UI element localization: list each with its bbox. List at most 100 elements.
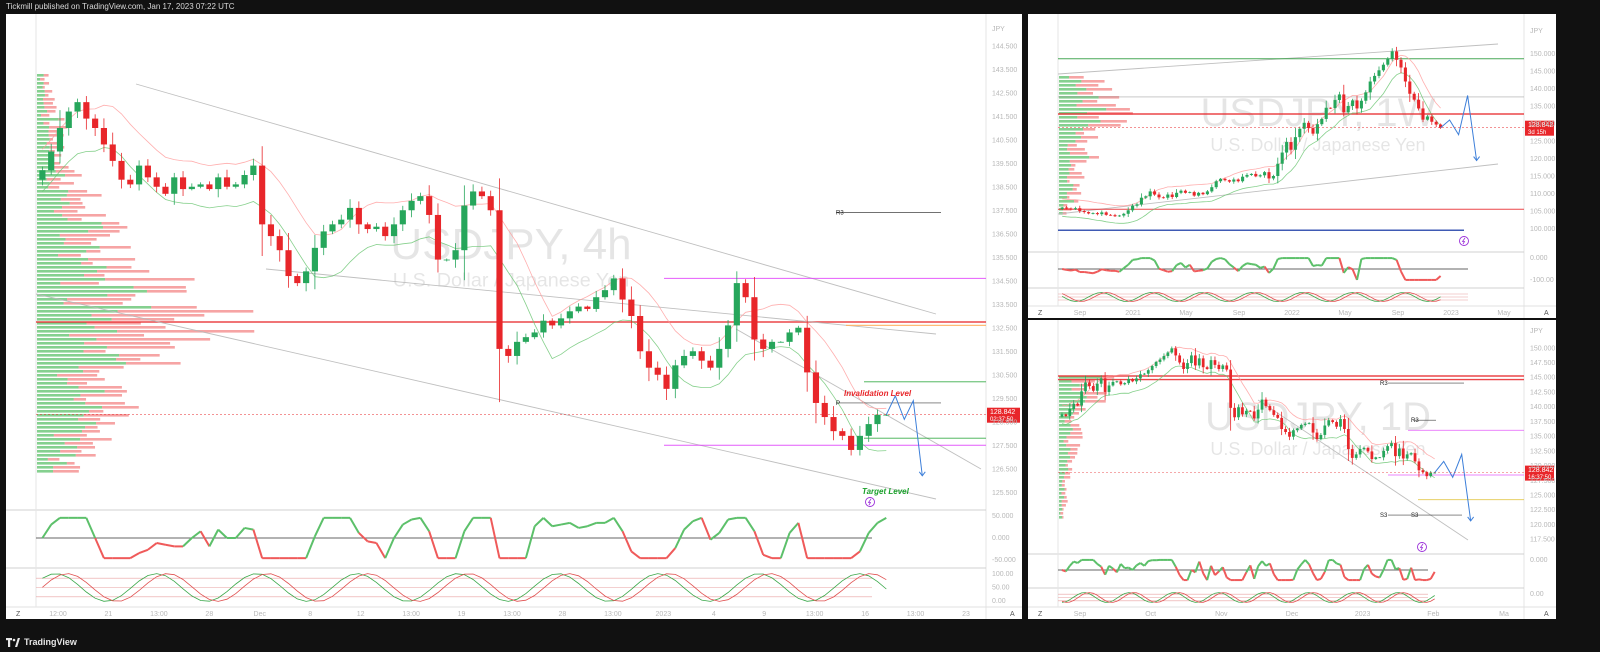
oscillator-segment	[1338, 257, 1345, 274]
volume-profile-bar	[1086, 396, 1098, 399]
candle-body	[1084, 382, 1087, 392]
volume-profile-bar	[1072, 428, 1082, 431]
time-axis-tick: Sep	[1233, 310, 1246, 317]
lightning-icon	[867, 498, 872, 506]
volume-profile-bar	[37, 354, 120, 357]
candle-body	[56, 128, 64, 152]
oscillator-segment	[1272, 573, 1279, 581]
chart-1w-canvas[interactable]: USDJPY, 1WU.S. Dollar / Japanese Yen128.…	[1028, 14, 1556, 318]
time-axis-tick: 13:00	[150, 611, 168, 618]
volume-profile-bar	[60, 282, 99, 285]
symbol-watermark: USDJPY, 4h	[390, 220, 631, 269]
candle-body	[1395, 51, 1399, 60]
volume-profile-bar	[1059, 120, 1101, 123]
volume-profile-bar	[1069, 152, 1088, 155]
candle-body	[1166, 194, 1170, 198]
projection-arrow-icon	[1473, 156, 1480, 162]
candle-body	[118, 160, 125, 180]
candle-body	[1409, 453, 1413, 455]
volume-profile-bar	[1063, 204, 1068, 207]
oscillator-segment	[1206, 565, 1213, 581]
oscillator-segment	[1331, 559, 1338, 565]
volume-profile-bar	[78, 386, 122, 389]
candle-body	[1221, 365, 1225, 369]
candle-body	[1311, 423, 1315, 433]
event-marker-icon	[865, 497, 875, 507]
price-axis-tick: 140.000	[1530, 86, 1555, 93]
price-axis-tick: 136.500	[992, 231, 1017, 238]
volume-profile-bar	[37, 334, 70, 337]
volume-profile-bar	[1070, 456, 1076, 459]
oscillator-segment	[1323, 559, 1330, 573]
oscillator-segment	[1312, 264, 1318, 267]
volume-profile-bar	[37, 118, 59, 121]
volume-profile-bar	[1059, 496, 1065, 499]
volume-profile-bar	[1086, 88, 1113, 91]
volume-profile-bar	[37, 294, 108, 297]
chart-1d-canvas[interactable]: USDJPY, 1DU.S. Dollar / Japanese Yen128.…	[1028, 320, 1556, 619]
price-axis-tick: 126.500	[992, 466, 1017, 473]
candle-body	[1241, 176, 1245, 182]
volume-profile-bar	[37, 434, 54, 437]
volume-profile-bar	[37, 282, 61, 285]
oscillator-segment	[1228, 263, 1235, 269]
candle-body	[663, 374, 670, 389]
volume-profile-bar	[37, 442, 65, 445]
price-axis-tick: 127.500	[992, 443, 1017, 450]
projection-arrow-icon	[1467, 516, 1475, 522]
candle-body	[856, 435, 863, 450]
candle-body	[1417, 461, 1421, 471]
volume-profile-bar	[1082, 128, 1096, 131]
candle-body	[1327, 420, 1331, 426]
candle-body	[48, 151, 55, 171]
time-axis-tick: 13:00	[806, 611, 824, 618]
oscillator-segment	[1292, 569, 1299, 581]
volume-profile-bar	[83, 350, 106, 353]
oscillator-segment	[428, 530, 439, 559]
oscillator-segment	[788, 522, 800, 534]
candle-body	[364, 224, 371, 230]
volume-profile-bar	[37, 222, 102, 225]
oscillator-segment	[1101, 268, 1107, 272]
candle-body	[1119, 381, 1123, 385]
candle-body	[1065, 207, 1069, 209]
volume-profile-bar	[1077, 116, 1099, 119]
volume-profile-bar	[1080, 136, 1099, 139]
candle-body	[865, 424, 872, 436]
oscillator-segment	[191, 530, 202, 539]
oscillator-segment	[1104, 565, 1110, 576]
candle-body	[487, 196, 494, 211]
oscillator-segment	[1088, 271, 1094, 275]
candle-body	[557, 318, 565, 326]
volume-profile-bar	[1059, 468, 1069, 471]
chart-panel-4h[interactable]: USDJPY, 4h U.S. Dollar / Japanese Yen 128.…	[6, 14, 1022, 619]
candle-body	[1433, 472, 1437, 474]
candle-body	[1280, 152, 1284, 164]
candle-body	[127, 179, 134, 185]
candle-body	[795, 327, 802, 333]
candle-body	[1127, 378, 1131, 384]
candle-body	[1315, 124, 1319, 134]
candle-body	[1252, 411, 1256, 419]
volume-profile-bar	[37, 402, 86, 405]
volume-profile-bar	[1059, 456, 1071, 459]
chart-4h-canvas[interactable]: USDJPY, 4hU.S. Dollar / Japanese Yen 128.…	[6, 14, 1022, 619]
volume-profile-bar	[37, 126, 49, 129]
volume-profile-bar	[49, 182, 74, 185]
price-tag-timer: 16:37:50	[1528, 475, 1552, 481]
volume-profile-bar	[1059, 164, 1072, 167]
candle-body	[1170, 194, 1174, 197]
target-level-label: Target Level	[862, 487, 910, 496]
chart-panel-1w[interactable]: USDJPY, 1W U.S. Dollar / Japanese Yen 128.…	[1028, 14, 1556, 318]
candle-body	[1217, 364, 1221, 369]
price-axis-tick: 141.500	[992, 114, 1017, 121]
tradingview-logo-icon	[6, 638, 20, 647]
volume-profile-bar	[37, 458, 48, 461]
oscillator-segment	[1149, 257, 1156, 262]
candle-body	[566, 311, 573, 319]
price-axis-tick: 150.000	[1530, 345, 1555, 352]
chart-panel-1d[interactable]: USDJPY, 1D U.S. Dollar / Japanese Yen 128.…	[1028, 320, 1556, 619]
oscillator-segment	[700, 517, 712, 541]
candle-body	[452, 250, 459, 260]
candle-body	[426, 196, 433, 215]
